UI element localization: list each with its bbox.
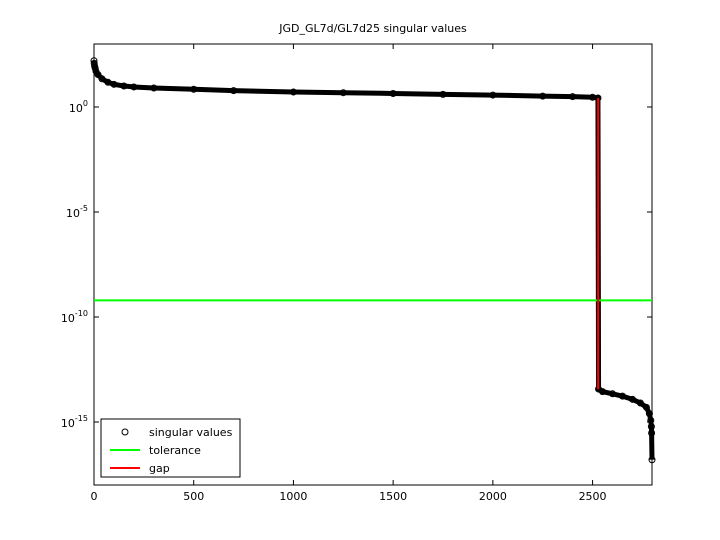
data-point: [648, 429, 656, 437]
data-point: [439, 90, 447, 98]
chart-title: JGD_GL7d/GL7d25 singular values: [278, 22, 467, 35]
data-point: [569, 93, 577, 101]
data-point: [94, 71, 102, 79]
data-point: [110, 80, 118, 88]
data-point: [120, 82, 128, 90]
data-point: [539, 92, 547, 100]
x-tick-label: 1000: [279, 490, 307, 503]
data-point: [645, 410, 653, 418]
data-point: [642, 403, 650, 411]
y-tick-label: 10-10: [61, 309, 88, 326]
data-point: [618, 392, 626, 400]
data-point: [489, 91, 497, 99]
data-point: [389, 89, 397, 97]
data-point: [130, 83, 138, 91]
y-tick-label: 10-15: [61, 414, 88, 431]
singular-values-trace: [91, 60, 655, 460]
y-tick-label: 100: [69, 99, 88, 116]
data-point: [289, 88, 297, 96]
legend-marker: [121, 428, 129, 436]
data-point: [589, 93, 597, 101]
data-point: [98, 75, 106, 83]
legend-label: tolerance: [149, 444, 201, 457]
data-point: [90, 59, 98, 67]
data-point: [150, 84, 158, 92]
data-point: [104, 78, 112, 86]
legend-label: gap: [149, 462, 170, 475]
x-tick-label: 2000: [479, 490, 507, 503]
data-point: [230, 87, 238, 95]
x-tick-label: 0: [91, 490, 98, 503]
plot-frame: [93, 43, 653, 486]
data-point: [90, 57, 98, 65]
x-tick-label: 500: [183, 490, 204, 503]
y-tick-label: 10-5: [66, 204, 88, 221]
data-point: [609, 390, 617, 398]
data-point: [91, 64, 99, 72]
data-point: [648, 456, 656, 464]
data-point: [190, 85, 198, 93]
data-point: [628, 395, 636, 403]
x-tick-label: 2500: [579, 490, 607, 503]
data-point: [636, 399, 644, 407]
data-point: [599, 388, 607, 396]
data-point: [339, 89, 347, 97]
x-tick-label: 1500: [379, 490, 407, 503]
legend-label: singular values: [149, 426, 233, 439]
